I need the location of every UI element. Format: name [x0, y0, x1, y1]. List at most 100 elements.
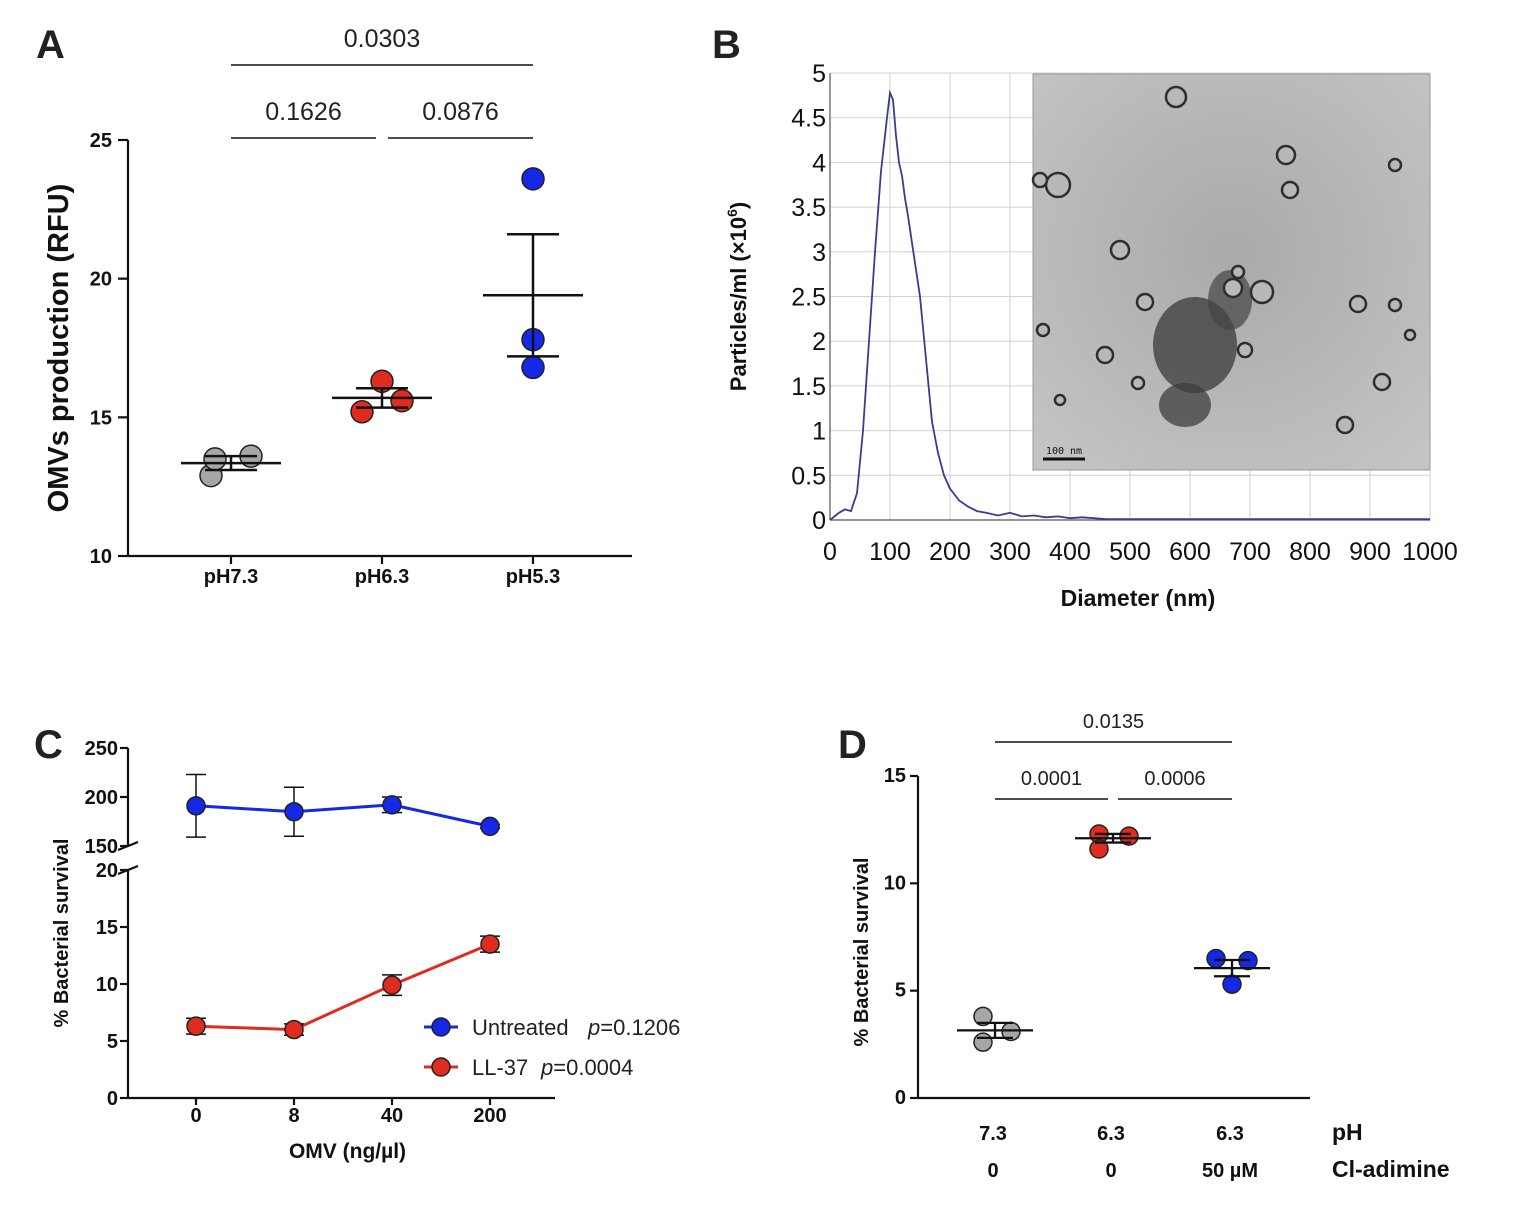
row-label-ph: pH [1332, 1119, 1363, 1145]
y-tick-label: 3 [812, 239, 826, 267]
y-tick-label: 10 [96, 974, 118, 996]
tem-vesicle [1109, 239, 1131, 261]
y-tick-label: 4 [812, 149, 826, 177]
ph-value-label: 6.3 [1097, 1123, 1125, 1145]
tem-vesicle [1095, 345, 1115, 365]
tem-vesicle [1230, 264, 1246, 280]
data-point [521, 167, 545, 191]
legend-p-number: =0.0004 [553, 1055, 633, 1080]
tem-vesicle [1249, 279, 1275, 305]
x-tick-label: 200 [473, 1105, 506, 1127]
y-tick-label: 0 [812, 507, 826, 535]
tem-vesicle [1280, 180, 1300, 200]
y-tick-label: 2 [812, 328, 826, 356]
tem-vesicle [1222, 277, 1244, 299]
legend-p-italic: p [540, 1055, 553, 1080]
legend-label: Untreated [472, 1015, 569, 1040]
y-tick-label: 10 [90, 546, 112, 568]
x-tick-label: 700 [1229, 538, 1271, 566]
x-axis-title: Diameter (nm) [1061, 585, 1216, 611]
x-tick-label: 100 [869, 538, 911, 566]
series-line [195, 942, 491, 1032]
x-tick-label: 600 [1169, 538, 1211, 566]
tem-vesicle [1372, 372, 1392, 392]
tem-vesicle [1135, 292, 1155, 312]
y-axis-title: Particles/ml (×106) [724, 202, 751, 391]
x-tick-label: pH5.3 [506, 566, 560, 588]
panel-letter-a: A [36, 23, 65, 67]
y-tick-label: 5 [107, 1031, 118, 1053]
y-tick-label: 150 [85, 836, 118, 858]
data-point [973, 1032, 993, 1052]
y-tick-label: 20 [96, 860, 118, 882]
y-tick-label: 3.5 [791, 194, 826, 222]
data-point [1206, 948, 1226, 969]
cladimine-value-label: 50 µM [1202, 1160, 1258, 1182]
panel-letter-b: B [712, 23, 741, 67]
p-value-label: 0.0303 [344, 25, 420, 53]
x-tick-label: pH6.3 [355, 566, 409, 588]
x-tick-label: 8 [288, 1105, 299, 1127]
y-tick-label: 10 [884, 872, 906, 894]
y-tick-label: 1.5 [791, 373, 826, 401]
y-axis-title: % Bacterial survival [851, 858, 873, 1047]
legend-p-number: =0.1206 [600, 1015, 680, 1040]
panel-b-chart: 0 0.5 1 1.5 2 2.5 3 3.5 4 4.5 5 0 100 200 300 400 500 600… [724, 60, 1458, 611]
data-point [203, 447, 227, 471]
ph-value-label: 7.3 [979, 1123, 1007, 1145]
y-axis-title-main: Particles/ml (×10 [726, 217, 751, 391]
p-value-label: 0.0006 [1144, 768, 1205, 790]
tem-vesicle [1130, 375, 1146, 391]
tem-vesicle [1348, 294, 1368, 314]
y-axis-title-superscript: 6 [724, 209, 740, 217]
panel-letter-c: C [34, 723, 63, 767]
tem-vesicle [1044, 171, 1072, 199]
data-point [382, 975, 402, 995]
tem-vesicle [1335, 415, 1355, 435]
tem-vesicle [1164, 85, 1188, 109]
ph-value-label: 6.3 [1216, 1123, 1244, 1145]
legend-p-value: p=0.0004 [540, 1055, 633, 1080]
legend-marker [431, 1017, 451, 1037]
x-axis-title: OMV (ng/µl) [289, 1140, 406, 1163]
tem-vesicle-cluster [1159, 383, 1211, 427]
p-value-label: 0.0001 [1021, 768, 1082, 790]
row-label-cladimine: Cl-adimine [1332, 1156, 1450, 1182]
y-tick-label: 20 [90, 269, 112, 291]
y-tick-label: 0.5 [791, 462, 826, 490]
panel-letter-d: D [838, 723, 867, 767]
x-tick-label: 500 [1109, 538, 1151, 566]
y-tick-label: 15 [96, 917, 118, 939]
panel-d-chart: 0 5 10 15 % Bacterial survival 7.3 6.3 6.3 0 0 50 … [851, 711, 1450, 1182]
y-tick-label: 0 [895, 1087, 906, 1109]
x-tick-label: 400 [1049, 538, 1091, 566]
tem-vesicle [1053, 393, 1067, 407]
tem-vesicle [1275, 144, 1297, 166]
data-point [186, 1016, 206, 1036]
y-tick-label: 0 [107, 1088, 118, 1110]
legend-marker [431, 1057, 451, 1077]
data-point [480, 816, 500, 837]
data-point [1089, 839, 1109, 859]
y-axis-title-end: ) [726, 202, 751, 209]
data-point [521, 355, 545, 380]
x-tick-label: 40 [381, 1105, 403, 1127]
inset-scale-label: 100 nm [1046, 446, 1082, 457]
y-tick-label: 5 [812, 60, 826, 88]
y-axis-title: OMVs production (RFU) [43, 184, 75, 513]
y-tick-label: 200 [85, 787, 118, 809]
legend-p-value: p=0.1206 [587, 1015, 680, 1040]
data-point [284, 801, 304, 822]
p-value-label: 0.1626 [265, 98, 341, 126]
cladimine-value-label: 0 [987, 1160, 998, 1182]
y-tick-label: 4.5 [791, 105, 826, 133]
tem-vesicle [1403, 328, 1417, 342]
data-point [350, 400, 374, 424]
series-line [195, 803, 491, 828]
data-point [480, 934, 500, 954]
y-tick-label: 1 [812, 418, 826, 446]
x-tick-label: 1000 [1402, 538, 1458, 566]
tem-vesicle [1236, 341, 1254, 359]
x-tick-label: 800 [1289, 538, 1331, 566]
